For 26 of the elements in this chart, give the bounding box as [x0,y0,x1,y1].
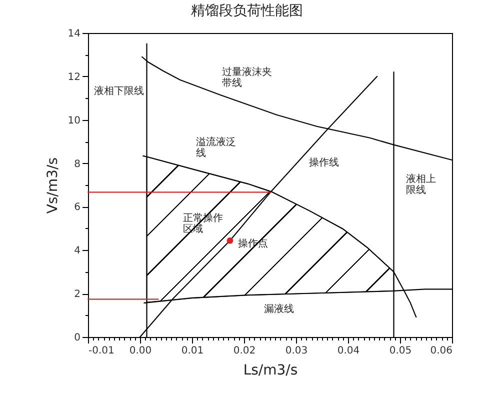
y-tick-label: 10 [68,115,80,126]
y-tick-label: 4 [74,246,80,257]
x-tick-label: -0.01 [88,346,114,356]
x-axis-title: Ls/m3/s [243,362,298,378]
x-tick-label: 0.04 [337,346,360,356]
series-label: 操作线 [309,156,340,169]
x-tick-label: 0.01 [181,346,204,356]
y-tick-label: 6 [74,202,80,214]
y-tick-label: 12 [68,72,80,83]
y-tick-label: 14 [68,28,80,40]
series-label: 过量液沫夹带线 [222,66,272,89]
series-label: 液相上限线 [406,173,436,196]
x-tick-label: 0.03 [285,346,308,356]
y-axis-title: Vs/m3/s [44,157,61,214]
x-tick-label: 0.05 [389,346,412,356]
y-tick-label: 2 [74,289,80,300]
chart-title: 精馏段负荷性能图 [191,3,303,19]
y-tick-label: 0 [74,332,80,344]
legend-label: 液相下限线 [94,84,144,97]
series-label: 漏液线 [264,303,294,316]
y-tick-label: 8 [74,158,80,170]
x-tick-label: 0.06 [430,346,452,356]
x-tick-label: 0.02 [233,346,256,356]
series-label: 溢流液泛线 [196,136,236,159]
annotation: 正常操作区域 [183,212,223,235]
x-tick-label: 0.00 [129,346,152,356]
